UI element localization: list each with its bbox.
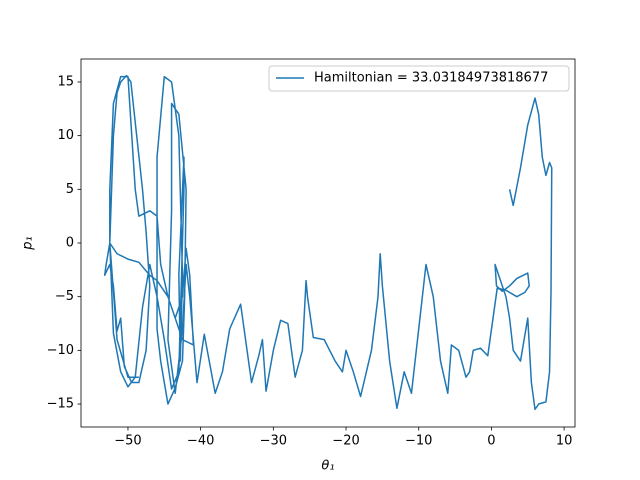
- y-axis-label: p₁: [21, 236, 36, 250]
- data-line: [103, 74, 553, 411]
- y-tick-label: 0: [66, 236, 74, 251]
- x-tick-label: −20: [332, 434, 359, 449]
- x-tick-label: −50: [114, 434, 141, 449]
- x-axis-label: θ₁: [321, 459, 334, 474]
- y-tick-label: −5: [55, 289, 74, 304]
- plot-area: [103, 74, 553, 411]
- x-tick-label: −40: [187, 434, 214, 449]
- legend: Hamiltonian = 33.03184973818677: [268, 65, 570, 92]
- x-tick-label: −10: [405, 434, 432, 449]
- x-tick-label: 0: [487, 434, 495, 449]
- legend-box: [268, 65, 570, 92]
- x-tick-label: 10: [556, 434, 573, 449]
- y-tick-label: 10: [57, 128, 74, 143]
- y-tick-label: −10: [47, 343, 74, 358]
- legend-label: Hamiltonian = 33.03184973818677: [314, 71, 548, 86]
- y-tick-label: 5: [66, 182, 74, 197]
- x-tick-label: −30: [260, 434, 287, 449]
- y-tick-label: −15: [47, 397, 74, 412]
- y-tick-label: 15: [57, 74, 74, 89]
